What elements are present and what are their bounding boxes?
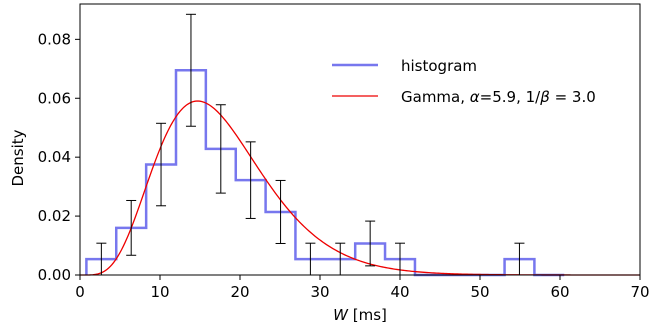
plot-layer <box>80 13 640 277</box>
x-tick-label: 30 <box>310 283 329 301</box>
y-tick-label: 0.00 <box>38 266 71 284</box>
x-tick-label: 0 <box>75 283 85 301</box>
legend: histogram Gamma, α=5.9, 1/β = 3.0 <box>332 57 596 106</box>
x-axis-label: W [ms] <box>333 306 387 324</box>
legend-histogram-label: histogram <box>401 57 477 75</box>
x-tick-label: 10 <box>150 283 169 301</box>
error-bar <box>215 104 226 194</box>
gamma-fit-curve <box>80 100 640 276</box>
error-bar <box>275 179 286 244</box>
y-tick-label: 0.08 <box>38 30 71 48</box>
x-tick-label: 50 <box>470 283 489 301</box>
legend-gamma-label: Gamma, α=5.9, 1/β = 3.0 <box>401 88 596 106</box>
y-tick-label: 0.02 <box>38 207 71 225</box>
axes-layer: 0 10 20 30 40 50 60 70 0.00 0.02 0.04 0.06 0.08 <box>38 3 650 301</box>
y-tick-label: 0.06 <box>38 89 71 107</box>
x-tick-label: 40 <box>390 283 409 301</box>
x-tick-label: 60 <box>550 283 569 301</box>
error-bar <box>185 13 196 127</box>
x-tick-label: 70 <box>630 283 649 301</box>
y-tick-label: 0.04 <box>38 148 71 166</box>
axes-frame <box>79 3 641 276</box>
error-bar <box>365 220 376 267</box>
error-bar <box>245 141 256 219</box>
error-bar <box>156 122 167 207</box>
x-tick-label: 20 <box>230 283 249 301</box>
y-axis-label: Density <box>9 129 27 186</box>
error-bar <box>126 199 137 256</box>
